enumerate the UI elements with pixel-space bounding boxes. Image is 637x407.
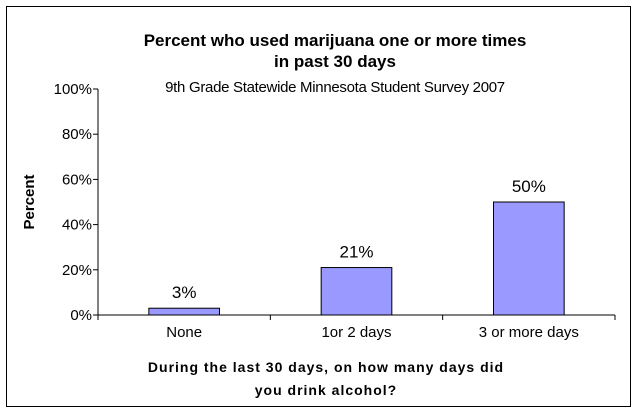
bar <box>320 267 393 316</box>
data-label: 50% <box>512 177 546 196</box>
y-tick-label: 0% <box>70 307 92 324</box>
chart-subtitle: 9th Grade Statewide Minnesota Student Su… <box>165 79 505 96</box>
x-category-label: 3 or more days <box>479 324 579 341</box>
bar <box>493 201 565 316</box>
x-axis-label-line-2: you drink alcohol? <box>255 382 397 398</box>
x-axis-label-line-1: During the last 30 days, on how many day… <box>148 359 504 375</box>
y-tick-label: 40% <box>62 217 92 234</box>
x-category-label: None <box>166 324 202 341</box>
y-axis-label: Percent <box>21 174 38 229</box>
bar <box>148 307 220 316</box>
y-tick-label: 80% <box>62 126 92 143</box>
chart-title-line-2: in past 30 days <box>274 52 396 71</box>
data-label: 21% <box>339 243 373 262</box>
y-tick-label: 60% <box>62 171 92 188</box>
y-tick-label: 20% <box>62 262 92 279</box>
chart-title-line-1: Percent who used marijuana one or more t… <box>144 31 527 50</box>
plot-area: 0% 20% 40% 60% 80% 100% 3% None 21% 1or 2 days 50%… <box>54 81 616 341</box>
data-label: 3% <box>172 283 197 302</box>
x-category-label: 1or 2 days <box>321 324 391 341</box>
y-tick-label: 100% <box>54 81 92 98</box>
